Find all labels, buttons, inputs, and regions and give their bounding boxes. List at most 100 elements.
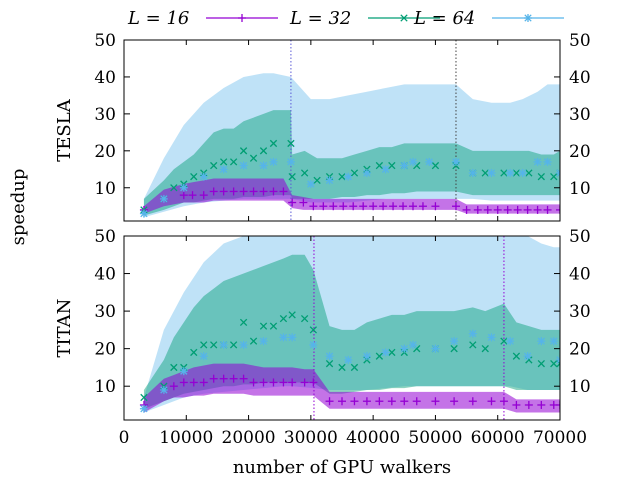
x-axis: 0 10000 20000 30000 40000 50000 60000 70000 bbox=[119, 428, 587, 448]
legend: L = 16 L = 32 L = 64 bbox=[127, 8, 564, 29]
data-point bbox=[288, 311, 296, 319]
data-point bbox=[249, 187, 258, 196]
data-point bbox=[339, 202, 348, 211]
data-point bbox=[369, 202, 378, 211]
data-point bbox=[350, 363, 359, 372]
x-tick-label: 50000 bbox=[408, 428, 462, 448]
data-point bbox=[159, 194, 168, 203]
data-point bbox=[499, 397, 508, 406]
data-point bbox=[388, 161, 396, 170]
data-point bbox=[199, 352, 208, 361]
data-point bbox=[431, 161, 440, 170]
data-point bbox=[239, 161, 248, 170]
data-point bbox=[487, 168, 496, 177]
data-point bbox=[523, 205, 532, 214]
series-l64 bbox=[139, 157, 560, 218]
data-point bbox=[350, 397, 359, 406]
data-point bbox=[199, 172, 208, 181]
panel-titan: 10 10 20 20 30 30 40 40 50 50 TITAN bbox=[54, 227, 591, 421]
data-point bbox=[199, 378, 208, 387]
data-point bbox=[375, 352, 384, 360]
data-point bbox=[300, 314, 309, 323]
legend-label: L = 16 bbox=[127, 8, 189, 29]
data-point bbox=[450, 397, 459, 406]
legend-marker bbox=[400, 14, 408, 22]
data-point bbox=[468, 168, 477, 177]
data-point bbox=[350, 169, 359, 177]
data-point bbox=[229, 158, 238, 166]
data-point bbox=[259, 161, 268, 170]
data-point bbox=[344, 355, 353, 364]
y-tick-label: 30 bbox=[94, 105, 116, 125]
y-tick-label: 10 bbox=[94, 377, 116, 397]
x-tick-label: 40000 bbox=[346, 428, 400, 448]
data-point bbox=[306, 180, 315, 189]
data-point bbox=[387, 397, 396, 406]
legend-item-l64: L = 64 bbox=[413, 8, 564, 29]
data-point bbox=[556, 205, 560, 214]
data-point bbox=[300, 169, 309, 177]
data-point bbox=[375, 397, 384, 406]
legend-label: L = 32 bbox=[289, 8, 351, 29]
y-tick-label-right: 50 bbox=[569, 31, 591, 51]
legend-item-l16: L = 16 bbox=[127, 8, 278, 29]
data-point bbox=[550, 360, 558, 368]
data-point bbox=[344, 172, 353, 181]
y-tick-label-right: 20 bbox=[569, 340, 591, 360]
data-point bbox=[309, 326, 318, 334]
data-point bbox=[537, 337, 546, 346]
data-point bbox=[362, 352, 371, 361]
data-point bbox=[518, 168, 527, 177]
data-point bbox=[229, 341, 238, 349]
data-point bbox=[189, 378, 198, 387]
data-point bbox=[556, 168, 560, 177]
data-point bbox=[512, 400, 521, 409]
data-point bbox=[468, 397, 477, 406]
data-point bbox=[219, 340, 228, 349]
data-point bbox=[512, 169, 521, 177]
data-point bbox=[409, 157, 418, 166]
data-point bbox=[481, 169, 489, 177]
legend-label: L = 64 bbox=[413, 8, 475, 29]
data-point bbox=[381, 348, 390, 357]
data-point bbox=[400, 344, 409, 353]
data-point bbox=[139, 404, 148, 413]
data-point bbox=[190, 348, 198, 357]
data-point bbox=[239, 187, 248, 196]
data-point bbox=[543, 157, 552, 166]
data-point bbox=[269, 157, 278, 166]
data-point bbox=[239, 147, 248, 155]
data-point bbox=[325, 397, 334, 406]
data-point bbox=[309, 340, 318, 349]
data-point bbox=[362, 397, 371, 406]
data-point bbox=[400, 161, 409, 170]
data-point bbox=[259, 378, 268, 387]
data-point bbox=[325, 360, 334, 368]
y-tick-label-right: 10 bbox=[569, 179, 591, 199]
x-tick-label: 70000 bbox=[533, 428, 587, 448]
data-point bbox=[219, 158, 228, 166]
y-tick-label-right: 50 bbox=[569, 227, 591, 247]
data-point bbox=[170, 363, 178, 372]
data-point bbox=[140, 393, 148, 402]
plot-frame bbox=[123, 235, 561, 421]
data-point bbox=[451, 202, 460, 211]
data-point bbox=[462, 205, 471, 214]
data-point bbox=[319, 202, 328, 211]
data-point bbox=[269, 378, 278, 387]
data-point bbox=[288, 378, 297, 387]
data-point bbox=[550, 173, 558, 181]
y-tick-label: 50 bbox=[94, 31, 116, 51]
data-point bbox=[279, 333, 288, 342]
data-point bbox=[500, 337, 508, 345]
data-point bbox=[537, 400, 546, 409]
data-point bbox=[512, 352, 521, 360]
data-point bbox=[300, 378, 309, 387]
x-axis-label: number of GPU walkers bbox=[233, 457, 451, 478]
y-tick-label-right: 40 bbox=[569, 265, 591, 285]
legend-marker bbox=[524, 14, 532, 22]
data-point bbox=[556, 355, 560, 364]
data-point bbox=[431, 202, 440, 211]
y-tick-label-right: 30 bbox=[569, 302, 591, 322]
data-point bbox=[473, 205, 482, 214]
